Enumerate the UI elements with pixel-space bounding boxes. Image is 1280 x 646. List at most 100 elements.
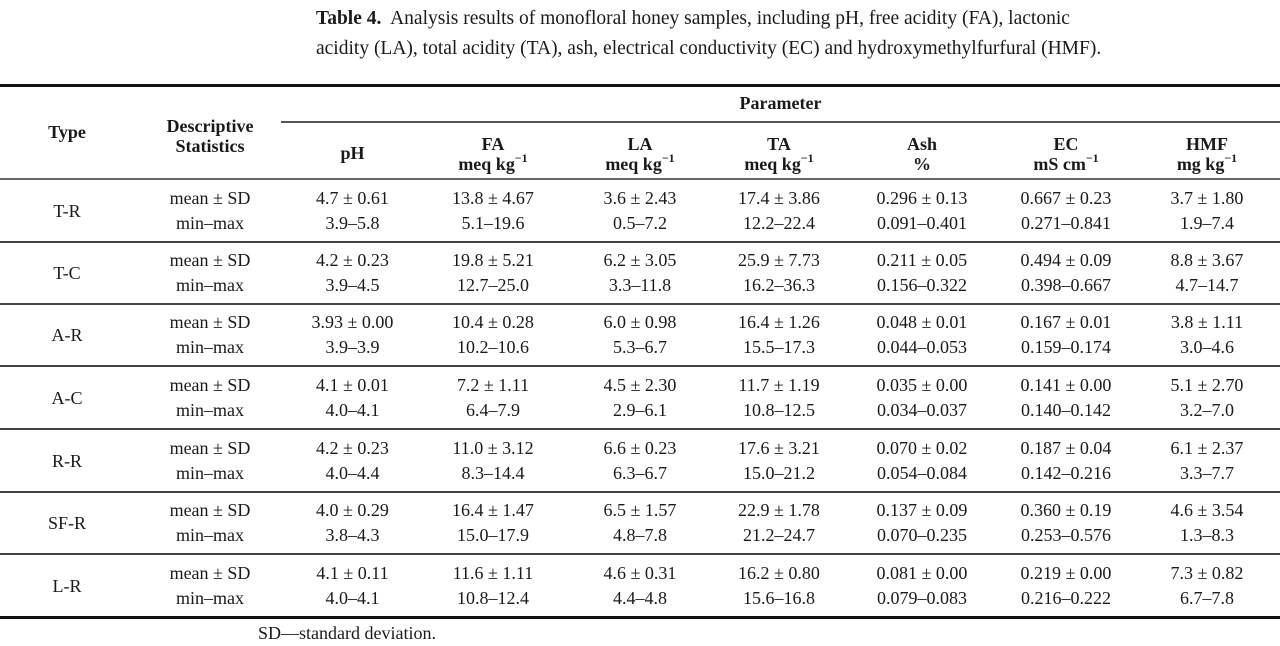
cell-mean-ta: 25.9 ± 7.73 [738,250,820,270]
unit-exponent: −1 [1085,151,1099,165]
stat-label-mean: mean ± SD [169,375,251,395]
cell-mean-ph: 4.1 ± 0.11 [316,563,389,583]
cell-range-ta: 21.2–24.7 [743,525,815,545]
cell-mean-ta: 11.7 ± 1.19 [738,375,820,395]
cell-mean-ph: 4.2 ± 0.23 [316,250,389,270]
cell-range-fa: 10.2–10.6 [457,337,529,357]
stat-label-mean: mean ± SD [169,438,251,458]
cell-range-ash: 0.034–0.037 [877,400,967,420]
cell-range-la: 5.3–6.7 [613,337,667,357]
header-type: Type [48,122,86,142]
cell-range-ec: 0.216–0.222 [1021,588,1111,608]
cell-range-fa: 5.1–19.6 [461,213,525,233]
row-divider [0,365,1280,367]
cell-range-ph: 3.9–3.9 [325,337,380,357]
cell-mean-la: 3.6 ± 2.43 [603,188,677,208]
caption-line-1: Table 4. Analysis results of monofloral … [316,4,1280,34]
row-type: A-C [51,388,83,408]
column-header-ta: TA meq kg−1 [712,134,846,174]
row-divider [0,491,1280,493]
cell-range-ph: 4.0–4.4 [325,463,380,483]
cell-range-hmf: 3.2–7.0 [1180,400,1234,420]
stat-label-mean: mean ± SD [169,312,251,332]
cell-range-ec: 0.140–0.142 [1021,400,1111,420]
column-header-hmf: HMF mg kg−1 [1142,134,1272,174]
row-type: SF-R [47,513,87,533]
column-header-name: FA [481,134,505,154]
unit-text: meq kg [605,154,662,174]
cell-range-la: 3.3–11.8 [608,275,672,295]
column-header-unit: meq kg−1 [712,152,846,174]
cell-mean-la: 6.6 ± 0.23 [603,438,677,458]
table-caption: Table 4. Analysis results of monofloral … [316,4,1280,64]
cell-range-ta: 15.6–16.8 [743,588,815,608]
cell-mean-la: 4.5 ± 2.30 [603,375,677,395]
cell-mean-ph: 3.93 ± 0.00 [311,312,394,332]
table-footnote: SD—standard deviation. [258,623,436,643]
unit-text: mS cm [1033,154,1086,174]
cell-mean-hmf: 7.3 ± 0.82 [1170,563,1244,583]
column-header-ph: pH [290,143,415,163]
cell-mean-ph: 4.7 ± 0.61 [316,188,389,208]
cell-range-ash: 0.070–0.235 [877,525,967,545]
column-header-name: Ash [906,134,937,154]
table-bottom-rule [0,616,1280,619]
row-type: L-R [52,576,82,596]
cell-mean-hmf: 6.1 ± 2.37 [1170,438,1244,458]
parameter-group-rule [281,121,1280,123]
cell-range-ash: 0.044–0.053 [877,337,967,357]
stat-label-range: min–max [176,525,244,545]
cell-mean-ash: 0.296 ± 0.13 [876,188,968,208]
column-header-la: LA meq kg−1 [575,134,705,174]
cell-range-hmf: 3.0–4.6 [1180,337,1234,357]
cell-mean-fa: 11.6 ± 1.11 [452,563,534,583]
cell-range-fa: 15.0–17.9 [457,525,529,545]
cell-range-ta: 15.0–21.2 [743,463,815,483]
cell-range-hmf: 4.7–14.7 [1175,275,1239,295]
stat-label-range: min–max [176,213,244,233]
cell-range-la: 0.5–7.2 [613,213,667,233]
stat-label-range: min–max [176,337,244,357]
header-desc-line-1: Descriptive [166,116,254,136]
cell-mean-hmf: 3.7 ± 1.80 [1170,188,1244,208]
cell-mean-hmf: 3.8 ± 1.11 [1170,312,1244,332]
cell-mean-ash: 0.070 ± 0.02 [876,438,968,458]
cell-mean-ta: 16.2 ± 0.80 [738,563,820,583]
cell-range-ph: 4.0–4.1 [325,588,380,608]
cell-range-la: 4.4–4.8 [613,588,667,608]
unit-exponent: −1 [661,151,675,165]
cell-mean-fa: 7.2 ± 1.11 [456,375,530,395]
cell-range-ta: 15.5–17.3 [743,337,815,357]
cell-range-ec: 0.271–0.841 [1021,213,1111,233]
stat-label-mean: mean ± SD [169,188,251,208]
unit-text: meq kg [744,154,801,174]
cell-mean-ec: 0.667 ± 0.23 [1020,188,1112,208]
cell-mean-ta: 17.6 ± 3.21 [738,438,820,458]
cell-mean-ash: 0.211 ± 0.05 [876,250,968,270]
row-divider [0,303,1280,305]
stat-label-range: min–max [176,463,244,483]
stat-label-mean: mean ± SD [169,500,251,520]
header-descriptive-statistics: Descriptive Statistics [140,116,280,156]
row-divider [0,553,1280,555]
column-header-unit: % [852,154,992,174]
header-bottom-rule [0,178,1280,180]
cell-range-ph: 4.0–4.1 [325,400,380,420]
cell-range-hmf: 6.7–7.8 [1180,588,1234,608]
column-header-name: LA [627,134,653,154]
column-header-ec: EC mS cm−1 [996,134,1136,174]
column-header-unit: mS cm−1 [996,151,1136,174]
row-type: T-C [53,263,81,283]
cell-range-ec: 0.142–0.216 [1021,463,1111,483]
column-header-name: pH [340,143,365,163]
cell-mean-fa: 11.0 ± 3.12 [452,438,534,458]
cell-range-la: 2.9–6.1 [613,400,667,420]
unit-text: meq kg [458,154,515,174]
cell-mean-ph: 4.1 ± 0.01 [316,375,389,395]
column-header-unit: meq kg−1 [425,152,561,174]
unit-text: mg kg [1176,154,1225,174]
cell-range-ec: 0.159–0.174 [1021,337,1111,357]
caption-line-2: acidity (LA), total acidity (TA), ash, e… [316,38,1102,59]
cell-mean-hmf: 5.1 ± 2.70 [1170,375,1244,395]
cell-range-la: 6.3–6.7 [613,463,667,483]
